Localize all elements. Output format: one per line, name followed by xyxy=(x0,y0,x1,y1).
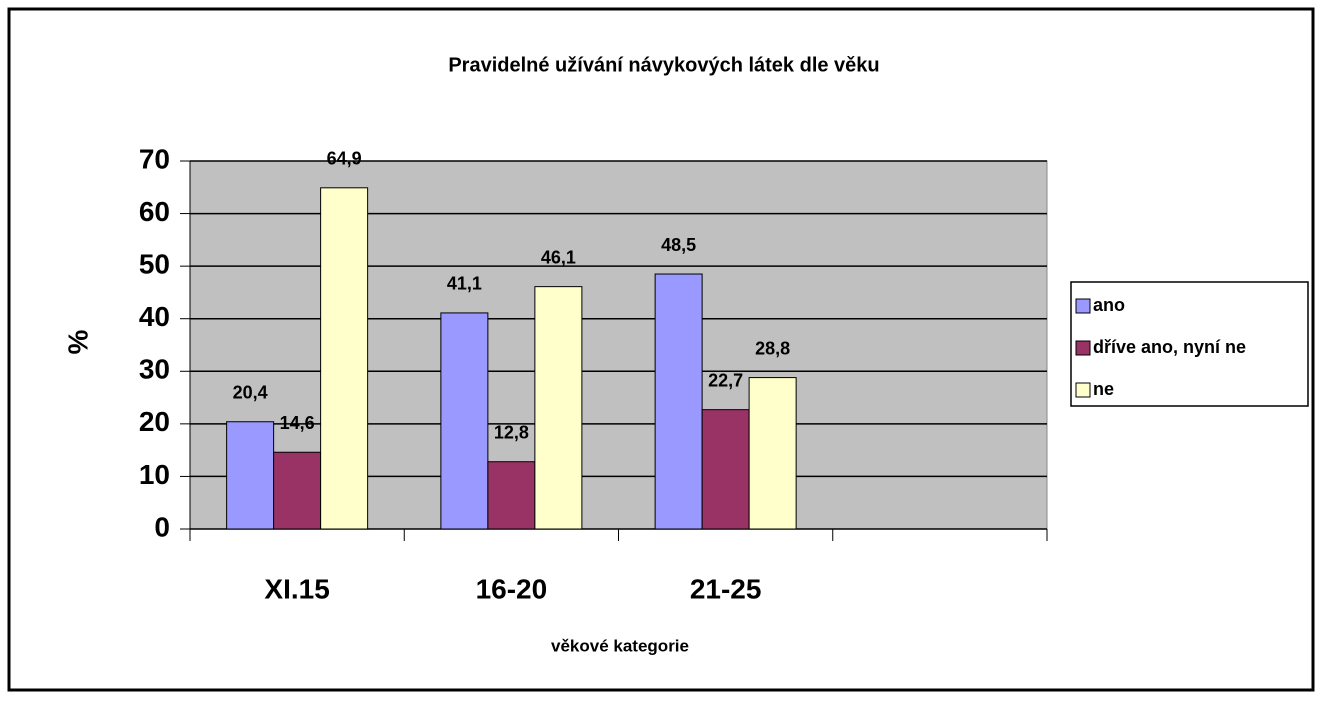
legend-label: ne xyxy=(1093,379,1114,399)
y-tick-label: 40 xyxy=(139,301,170,332)
legend-label: dříve ano, nyní ne xyxy=(1093,337,1246,357)
data-label: 20,4 xyxy=(233,383,268,403)
x-tick-label: 21-25 xyxy=(690,573,762,604)
data-label: 64,9 xyxy=(327,149,362,169)
legend-swatch xyxy=(1075,340,1091,356)
x-axis-title: věkové kategorie xyxy=(551,636,689,655)
data-label: 41,1 xyxy=(447,274,482,294)
bar xyxy=(273,451,322,530)
x-tick-label: 16-20 xyxy=(476,573,548,604)
y-tick-label: 70 xyxy=(139,143,170,174)
y-tick-label: 30 xyxy=(139,354,170,385)
bar xyxy=(440,312,489,530)
legend-label: ano xyxy=(1093,295,1125,315)
data-label: 14,6 xyxy=(280,413,315,433)
data-label: 12,8 xyxy=(494,422,529,442)
data-label: 22,7 xyxy=(708,370,743,390)
data-label: 28,8 xyxy=(755,338,790,358)
data-label: 48,5 xyxy=(661,235,696,255)
y-tick-label: 20 xyxy=(139,406,170,437)
bar xyxy=(320,187,369,530)
bar xyxy=(534,286,583,530)
bar xyxy=(226,421,275,530)
bar xyxy=(487,461,536,530)
bar xyxy=(654,273,703,530)
legend-box xyxy=(1070,281,1309,407)
x-tick-label: XI.15 xyxy=(264,573,329,604)
data-label: 46,1 xyxy=(541,247,576,267)
y-tick-label: 60 xyxy=(139,196,170,227)
legend-swatch xyxy=(1075,382,1091,398)
y-tick-label: 50 xyxy=(139,249,170,280)
chart-title: Pravidelné užívání návykových látek dle … xyxy=(448,54,879,76)
bar xyxy=(701,409,750,530)
y-tick-label: 10 xyxy=(139,459,170,490)
legend-swatch xyxy=(1075,298,1091,314)
bar xyxy=(748,377,797,530)
y-tick-label: 0 xyxy=(154,511,170,542)
y-axis-title: % xyxy=(62,329,93,354)
